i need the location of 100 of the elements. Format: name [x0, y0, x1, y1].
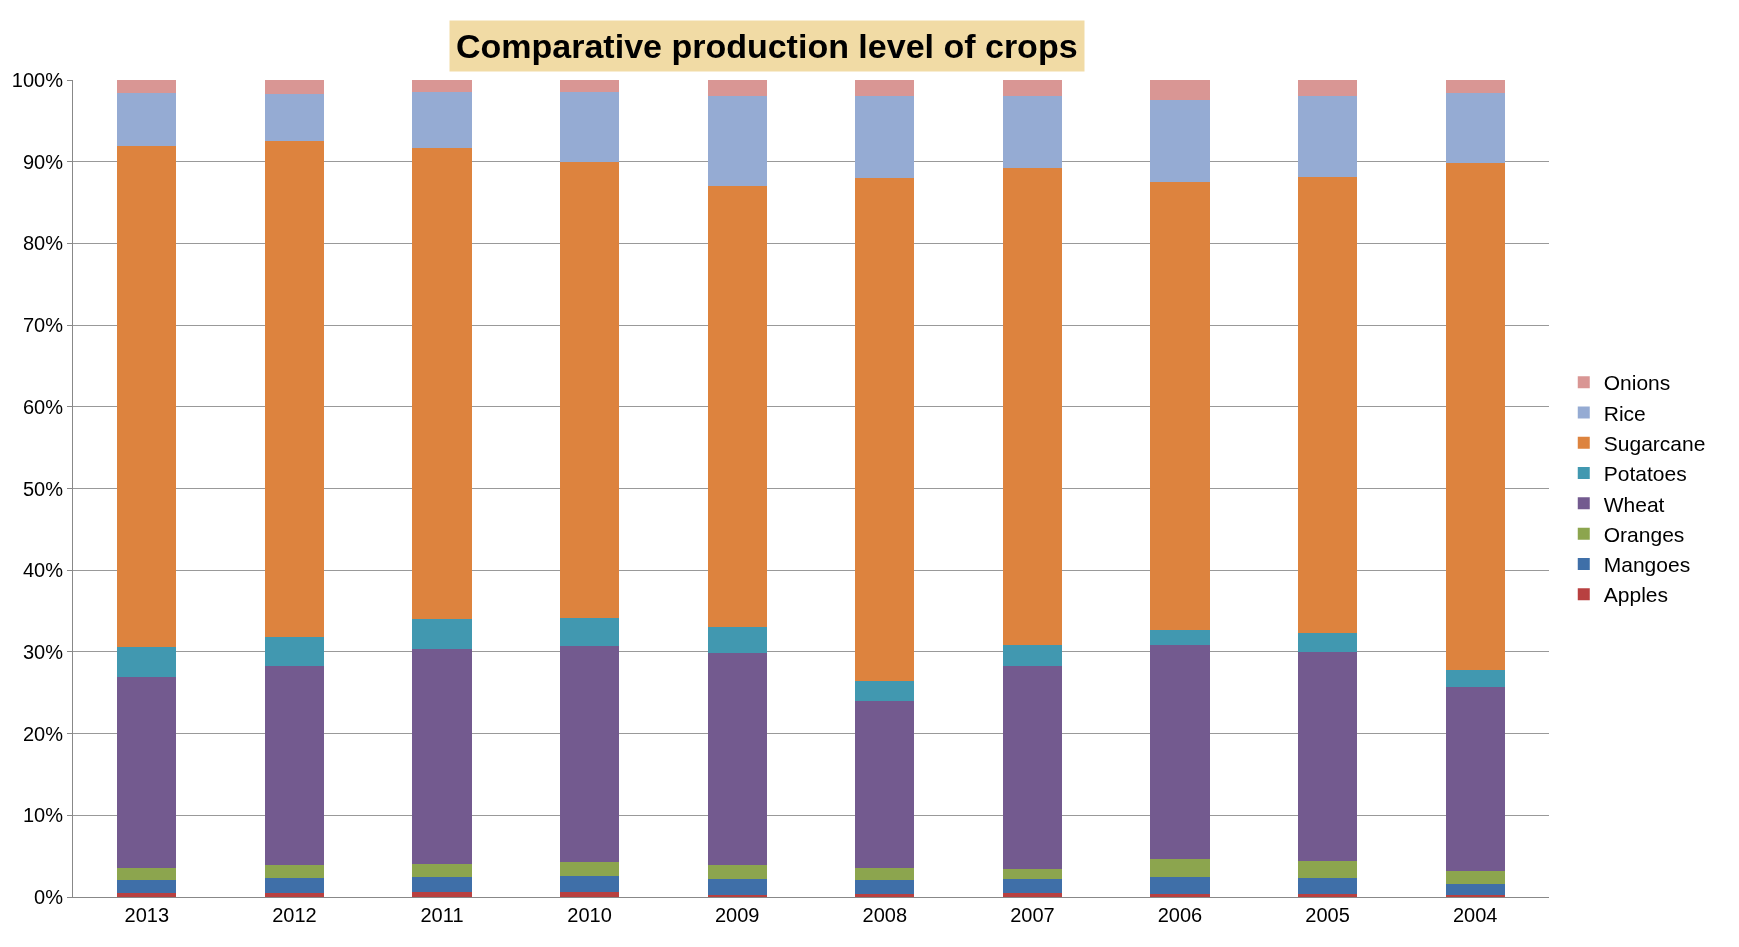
bar — [1150, 876, 1210, 894]
bar — [560, 875, 620, 893]
bar — [560, 161, 620, 618]
bar — [855, 681, 915, 701]
bar — [117, 146, 177, 647]
x-tick-label: 2012 — [272, 904, 317, 926]
bar — [1002, 879, 1062, 893]
bar — [1445, 669, 1505, 688]
bar — [264, 80, 324, 94]
bar — [1150, 182, 1210, 630]
bar — [855, 96, 915, 179]
bar — [1002, 96, 1062, 169]
bar — [412, 648, 472, 865]
bar — [264, 878, 324, 893]
x-tick-label: 2011 — [420, 904, 464, 926]
bar — [117, 93, 177, 147]
bar — [1445, 870, 1505, 884]
bar — [1298, 633, 1358, 652]
y-tick-label: 20% — [22, 722, 64, 745]
bar — [560, 861, 620, 876]
bar — [117, 80, 177, 94]
y-tick-label: 70% — [22, 314, 64, 337]
bar — [412, 619, 472, 649]
y-tick-label: 0% — [34, 886, 64, 908]
y-tick-label: 90% — [22, 150, 64, 173]
bar — [117, 879, 177, 893]
legend-label: Onions — [1603, 371, 1671, 395]
bar — [1298, 96, 1358, 178]
bar — [560, 617, 620, 647]
bar — [1298, 893, 1358, 897]
bar — [1298, 861, 1358, 879]
x-tick-label: 2010 — [567, 904, 612, 926]
y-tick-label: 50% — [22, 477, 64, 500]
bar — [707, 652, 767, 866]
y-tick-label: 80% — [22, 232, 64, 255]
bar — [707, 80, 767, 97]
legend-label: Apples — [1603, 583, 1668, 607]
bar — [560, 80, 620, 93]
bar — [1002, 80, 1062, 97]
x-tick-label: 2008 — [862, 904, 908, 926]
bar — [1445, 687, 1505, 871]
bar — [1298, 878, 1358, 894]
bar — [707, 186, 767, 628]
bar — [412, 80, 472, 93]
bar — [117, 867, 177, 880]
bar — [1150, 80, 1210, 100]
bar — [264, 665, 324, 866]
bar — [1445, 80, 1505, 94]
bar — [855, 867, 915, 880]
bar — [1002, 892, 1062, 897]
bar — [264, 865, 324, 879]
bar — [707, 627, 767, 653]
bar — [412, 876, 472, 893]
bar — [855, 80, 915, 97]
bar — [707, 879, 767, 895]
bar — [855, 700, 915, 868]
bar — [1150, 858, 1210, 877]
bar — [1150, 629, 1210, 645]
y-tick-label: 30% — [22, 640, 64, 663]
x-tick-label: 2004 — [1452, 904, 1498, 926]
bar — [1298, 177, 1358, 634]
bar — [560, 892, 620, 897]
bar — [1002, 665, 1062, 870]
legend-label: Mangoes — [1603, 553, 1691, 577]
legend-label: Potatoes — [1603, 462, 1687, 486]
bar — [264, 93, 324, 142]
bar — [707, 865, 767, 880]
bar — [1445, 93, 1505, 164]
bar — [855, 178, 915, 682]
y-tick-label: 40% — [22, 559, 64, 582]
bar — [1002, 644, 1062, 666]
x-tick-label: 2009 — [714, 904, 760, 926]
x-tick-label: 2006 — [1157, 904, 1203, 926]
bar — [1150, 99, 1210, 183]
bar — [1150, 893, 1210, 897]
bar — [560, 92, 620, 162]
bar — [1002, 869, 1062, 880]
bar — [117, 677, 177, 868]
chart-title: Comparative production level of crops — [456, 27, 1078, 65]
bar — [412, 892, 472, 897]
x-tick-label: 2013 — [124, 904, 170, 926]
legend-label: Wheat — [1603, 492, 1665, 516]
bar — [855, 893, 915, 897]
bar — [117, 892, 177, 897]
bar — [412, 147, 472, 620]
bar — [1445, 883, 1505, 895]
x-tick-label: 2005 — [1305, 904, 1350, 926]
bar — [707, 96, 767, 187]
bar — [1298, 80, 1358, 97]
bar — [264, 141, 324, 638]
bar — [560, 646, 620, 862]
bar — [412, 92, 472, 148]
bar — [264, 637, 324, 666]
bar — [412, 864, 472, 877]
y-tick-label: 60% — [22, 395, 64, 418]
bar — [1150, 644, 1210, 859]
bar — [1298, 651, 1358, 862]
bar — [1002, 168, 1062, 645]
legend-label: Oranges — [1603, 522, 1685, 546]
legend-label: Rice — [1603, 401, 1646, 425]
